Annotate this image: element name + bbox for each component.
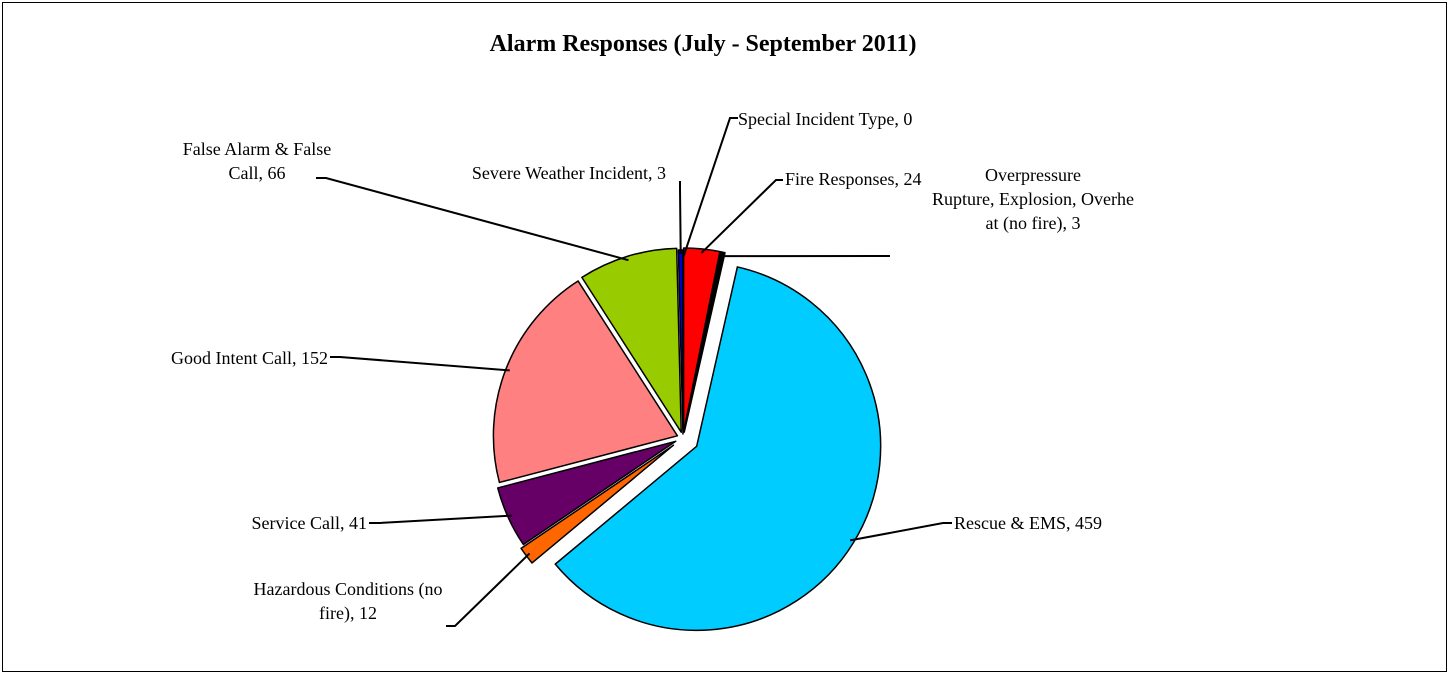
data-label-line: Service Call, 41 <box>252 513 367 533</box>
data-label: Fire Responses, 24 <box>785 169 922 189</box>
leader-line <box>330 357 510 370</box>
data-label-line: Rupture, Explosion, Overhe <box>932 189 1134 209</box>
data-label-line: False Alarm & False <box>183 139 331 159</box>
data-label: Rescue & EMS, 459 <box>954 513 1102 533</box>
leader-line <box>701 180 783 253</box>
data-label-line: Hazardous Conditions (no <box>254 579 443 600</box>
leader-line <box>369 516 512 523</box>
data-label: Service Call, 41 <box>252 513 367 533</box>
data-label-line: Severe Weather Incident, 3 <box>472 163 666 183</box>
data-label: Severe Weather Incident, 3 <box>472 163 666 183</box>
leader-line <box>316 178 628 260</box>
data-label-line: Fire Responses, 24 <box>785 169 922 189</box>
data-label-line: at (no fire), 3 <box>986 213 1081 234</box>
leader-line <box>446 553 530 626</box>
data-label: Hazardous Conditions (no fire), 12 <box>254 579 443 624</box>
data-label-line: fire), 12 <box>319 603 377 624</box>
data-label: Overpressure Rupture, Explosion, Overhe at… <box>932 165 1134 234</box>
leader-line <box>680 181 681 254</box>
leader-line <box>850 523 952 540</box>
pie-chart: Alarm Responses (July - September 2011) … <box>3 3 1446 671</box>
data-label-line: Rescue & EMS, 459 <box>954 513 1102 533</box>
data-label-line: Overpressure <box>985 165 1081 185</box>
chart-title: Alarm Responses (July - September 2011) <box>490 31 917 57</box>
data-label-line: Special Incident Type, 0 <box>738 109 912 129</box>
data-label: Special Incident Type, 0 <box>738 109 912 129</box>
data-label: False Alarm & False Call, 66 <box>183 139 331 183</box>
data-label-line: Good Intent Call, 152 <box>171 348 328 368</box>
data-label: Good Intent Call, 152 <box>171 348 328 368</box>
leader-line <box>683 118 738 258</box>
pie-slices <box>493 248 880 630</box>
data-label-line: Call, 66 <box>229 163 286 183</box>
